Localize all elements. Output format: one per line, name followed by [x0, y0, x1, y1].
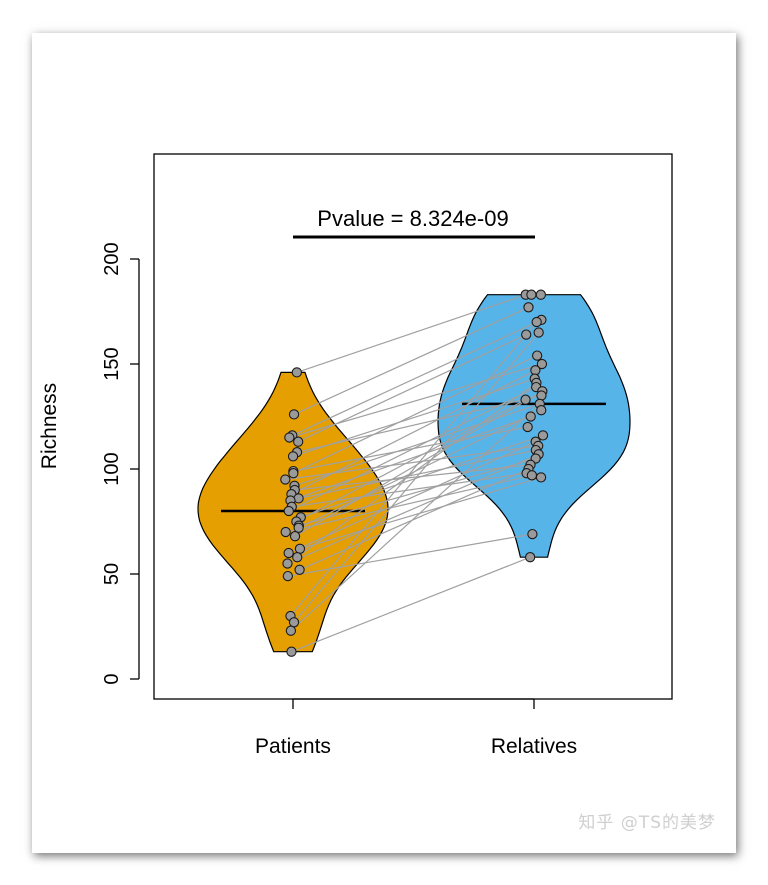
x-tick-label-relatives: Relatives [491, 735, 577, 758]
pair-line [290, 415, 531, 502]
point-relatives [525, 411, 536, 422]
pair-line [300, 434, 544, 518]
point-patients [287, 451, 299, 462]
point-relatives [527, 528, 538, 540]
point-patients [283, 505, 294, 517]
pair-line [292, 319, 542, 436]
point-relatives [535, 289, 547, 300]
point-patients [288, 617, 300, 628]
pair-line [293, 332, 540, 623]
point-relatives [520, 394, 531, 405]
pair-line [296, 399, 526, 523]
point-patients [291, 367, 302, 378]
point-patients [293, 436, 304, 447]
violin-chart: 0 50 100 150 200 Richness Patients Relatives Pva… [38, 153, 673, 758]
pair-line [297, 334, 527, 443]
point-patients [283, 547, 294, 559]
point-patients [280, 474, 291, 485]
point-relatives [536, 390, 547, 401]
point-patients [294, 564, 305, 575]
point-relatives [533, 327, 544, 338]
point-relatives [530, 365, 541, 376]
y-tick-label: 150 [101, 347, 123, 380]
point-patients [280, 526, 291, 538]
point-relatives [536, 405, 547, 416]
pair-line [296, 382, 537, 558]
pair-line [298, 409, 542, 529]
y-tick-label: 200 [101, 242, 123, 275]
y-tick-label: 50 [101, 563, 123, 585]
point-patients [285, 625, 297, 636]
point-patients [294, 543, 306, 554]
point-patients [292, 552, 303, 563]
pair-line [298, 449, 536, 499]
y-tick-label: 0 [101, 673, 123, 684]
pair-line [290, 403, 541, 632]
point-patients [284, 432, 295, 443]
figure-frame: 0 50 100 150 200 Richness Patients Relatives Pva… [32, 33, 736, 853]
point-relatives [531, 350, 543, 361]
pair-line [293, 355, 538, 474]
pair-line [291, 472, 527, 508]
point-relatives [523, 302, 534, 313]
pair-line [287, 453, 539, 565]
pair-line [290, 321, 538, 617]
pair-line [293, 306, 529, 415]
point-patients [282, 558, 293, 569]
point-patients [286, 646, 297, 657]
point-relatives [525, 552, 536, 563]
point-relatives [535, 472, 547, 483]
point-relatives [536, 358, 548, 370]
pair-line [287, 533, 533, 577]
point-patients [293, 522, 304, 533]
point-patients [282, 570, 293, 582]
pair-line [298, 457, 536, 527]
y-axis-label: Richness [38, 383, 61, 469]
point-relatives [531, 316, 542, 328]
pair-line [288, 386, 537, 512]
point-relatives [522, 421, 533, 433]
point-relatives [526, 289, 537, 300]
y-tick-label: 100 [101, 452, 123, 485]
point-relatives [526, 470, 538, 481]
pair-line [296, 294, 526, 373]
point-patients [288, 468, 299, 479]
point-relatives [521, 329, 532, 340]
point-patients [289, 531, 301, 542]
x-tick-label-patients: Patients [255, 735, 331, 758]
pair-line [293, 426, 528, 472]
point-relatives [537, 430, 549, 441]
pvalue-annotation: Pvalue = 8.324e-09 [317, 206, 508, 231]
pair-line [288, 441, 536, 554]
pair-line [299, 468, 529, 571]
watermark: 知乎 @TS的美梦 [578, 813, 716, 833]
pair-line [291, 369, 536, 495]
pair-line [285, 474, 533, 533]
pair-line [289, 363, 543, 439]
point-patients [288, 409, 300, 420]
pair-line [291, 556, 531, 653]
